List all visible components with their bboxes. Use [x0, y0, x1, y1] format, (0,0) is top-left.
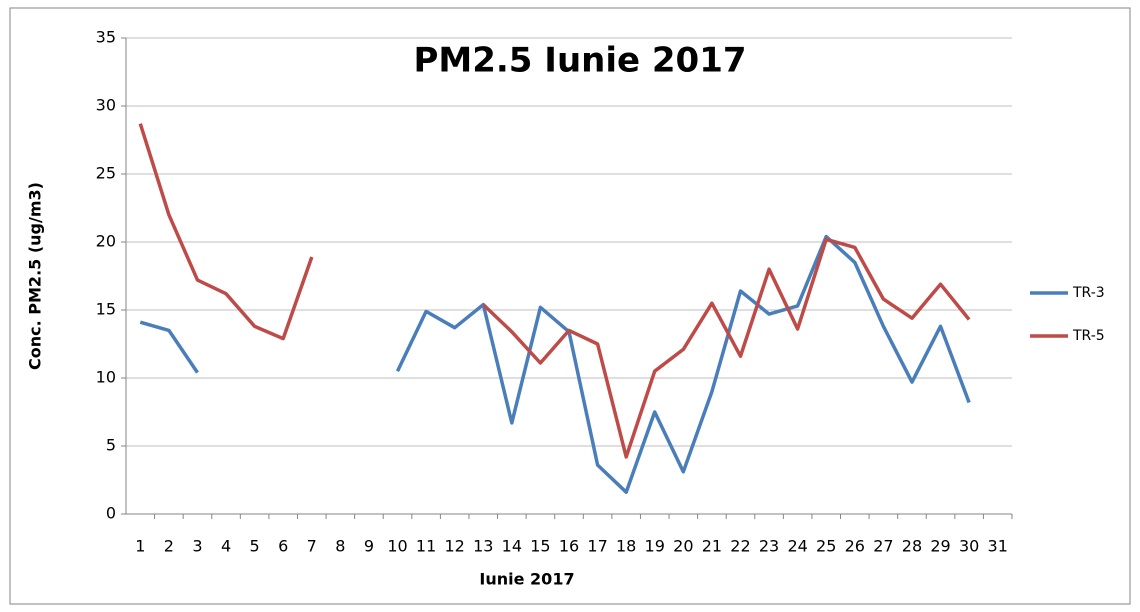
- series-line: [139, 234, 971, 494]
- x-tick-label: 31: [988, 537, 1008, 556]
- x-tick-label: 20: [673, 537, 693, 556]
- chart-title: PM2.5 Iunie 2017: [413, 41, 746, 81]
- x-tick-label: 5: [250, 537, 260, 556]
- x-tick-label: 2: [164, 537, 174, 556]
- y-axis-label: Conc. PM2.5 (ug/m3): [26, 182, 45, 370]
- x-tick-label: 3: [192, 537, 202, 556]
- x-tick-label: 28: [902, 537, 922, 556]
- x-tick-label: 26: [845, 537, 865, 556]
- x-tick-label: 9: [364, 537, 374, 556]
- x-tick-label: 21: [702, 537, 722, 556]
- x-tick-label: 30: [959, 537, 979, 556]
- x-tick-label: 24: [787, 537, 807, 556]
- y-tick-label: 10: [96, 368, 116, 387]
- x-tick-label: 8: [335, 537, 345, 556]
- x-tick-label: 13: [473, 537, 493, 556]
- x-tick-label: 10: [387, 537, 407, 556]
- y-tick-label: 25: [96, 164, 116, 183]
- y-tick-label: 35: [96, 28, 116, 47]
- x-tick-label: 18: [616, 537, 636, 556]
- x-tick-label: 19: [645, 537, 665, 556]
- x-tick-label: 22: [730, 537, 750, 556]
- x-tick-label: 27: [873, 537, 893, 556]
- x-tick-label: 15: [530, 537, 550, 556]
- x-tick-label: 4: [221, 537, 231, 556]
- x-tick-label: 7: [307, 537, 317, 556]
- y-tick-label: 30: [96, 96, 116, 115]
- y-tick-label: 0: [106, 504, 116, 523]
- legend-label: TR-3: [1072, 285, 1105, 301]
- legend-label: TR-5: [1072, 328, 1105, 344]
- y-tick-label: 20: [96, 232, 116, 251]
- x-tick-label: 14: [502, 537, 522, 556]
- x-tick-label: 16: [559, 537, 579, 556]
- x-tick-label: 6: [278, 537, 288, 556]
- x-tick-label: 23: [759, 537, 779, 556]
- x-axis-label: Iunie 2017: [479, 570, 574, 589]
- x-tick-label: 1: [135, 537, 145, 556]
- x-tick-label: 29: [930, 537, 950, 556]
- chart-frame: [9, 7, 1131, 605]
- x-tick-label: 25: [816, 537, 836, 556]
- y-tick-label: 5: [106, 436, 116, 455]
- series-line: [138, 123, 971, 459]
- x-tick-label: 11: [416, 537, 436, 556]
- x-tick-label: 17: [587, 537, 607, 556]
- x-tick-label: 12: [444, 537, 464, 556]
- y-tick-label: 15: [96, 300, 116, 319]
